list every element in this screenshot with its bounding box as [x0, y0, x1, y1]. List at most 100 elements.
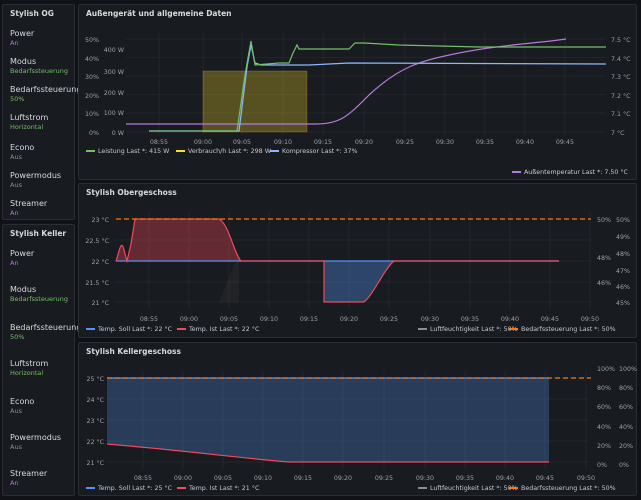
panel-stylish-keller: Stylish Keller Power An Modus Bedarfssteue…	[2, 224, 81, 496]
x-tick: 09:10	[260, 316, 278, 323]
chart-aussengeraet: 50% 40% 30% 20% 10% 0% 400 W 300 W 200 W…	[85, 33, 631, 176]
stat-power: Power An	[10, 29, 35, 47]
x-tick: 09:25	[380, 316, 398, 323]
y-tick: 24 °C	[86, 396, 104, 404]
y-tick: 50%	[616, 217, 630, 224]
y-tick: 48%	[616, 251, 630, 258]
stat-powermodus: Powermodus Aus	[10, 433, 62, 451]
legend: Temp. Soll Last *: 22 °C Temp. Ist Last …	[86, 325, 616, 333]
legend-swatch	[177, 487, 186, 489]
x-tick: 09:25	[396, 139, 414, 146]
y-tick: 0 W	[112, 130, 125, 137]
stat-modus: Modus Bedarfssteuerung	[10, 285, 69, 303]
y-tick: 45%	[616, 300, 630, 307]
y-tick: 7.3 °C	[611, 73, 631, 81]
x-tick: 09:25	[375, 475, 393, 482]
stat-econo: Econo Aus	[10, 397, 35, 415]
stat-luftstrom: Luftstrom Horizontal	[10, 113, 49, 131]
series-temp-ist-area	[116, 219, 241, 261]
y-tick: 200 W	[104, 90, 125, 97]
y-tick: 50%	[597, 217, 611, 224]
panel-title: Stylish Keller	[10, 229, 67, 238]
legend-verbrauch: Verbrauch/h Last *: 298 W	[188, 148, 272, 155]
chart-kellergeschoss: 25 °C 24 °C 23 °C 22 °C 21 °C 100% 80% 6…	[86, 366, 637, 492]
y-tick: 48%	[597, 255, 611, 262]
x-tick: 09:15	[314, 139, 332, 146]
panel-title: Stylish Obergeschoss	[86, 188, 177, 197]
x-tick: 09:30	[416, 475, 434, 482]
panel-title: Stylish Kellergeschoss	[86, 347, 181, 356]
legend: Temp. Soll Last *: 25 °C Temp. Ist Last …	[86, 484, 616, 492]
x-tick: 09:15	[294, 475, 312, 482]
y-tick: 25 °C	[86, 375, 104, 383]
stat-econo: Econo Aus	[10, 143, 35, 161]
legend-luftfeuchtigkeit: Luftfeuchtigkeit Last *: 50%	[430, 326, 518, 333]
y-tick: 21 °C	[91, 299, 109, 307]
y-tick: 40%	[619, 424, 633, 431]
series-temp-ist	[115, 218, 559, 303]
legend: Leistung Last *: 415 W Verbrauch/h Last …	[86, 148, 629, 176]
x-tick: 09:30	[421, 316, 439, 323]
y-tick: 0%	[89, 130, 99, 137]
series-leistung	[149, 40, 606, 132]
stat-modus: Modus Bedarfssteuerung	[10, 57, 69, 75]
legend-temp-soll: Temp. Soll Last *: 22 °C	[97, 325, 173, 333]
y-tick: 23 °C	[91, 216, 109, 224]
x-tick: 09:20	[355, 139, 373, 146]
y-tick: 40%	[85, 56, 99, 63]
y-tick: 100%	[597, 366, 615, 373]
x-tick: 09:15	[300, 316, 318, 323]
y-tick: 23 °C	[86, 417, 104, 425]
legend-swatch	[509, 328, 518, 330]
stat-streamer: Streamer An	[10, 469, 48, 487]
stat-luftstrom: Luftstrom Horizontal	[10, 359, 49, 377]
x-tick: 09:10	[274, 139, 292, 146]
legend-swatch	[509, 487, 518, 489]
legend-aussentemperatur: Außentemperatur Last *: 7.50 °C	[524, 168, 629, 176]
x-tick: 09:50	[581, 316, 599, 323]
y-tick: 46%	[597, 280, 611, 287]
legend-swatch	[86, 487, 95, 489]
y-tick: 100 W	[104, 110, 125, 117]
y-tick: 40%	[597, 424, 611, 431]
y-tick: 49%	[616, 234, 630, 241]
y-tick: 21 °C	[86, 459, 104, 467]
x-tick: 09:10	[254, 475, 272, 482]
x-tick: 09:45	[541, 316, 559, 323]
y-tick: 20%	[619, 443, 633, 450]
y-tick: 80%	[619, 385, 633, 392]
legend-bedarfssteuerung: Bedarfssteuerung Last *: 50%	[521, 326, 616, 333]
y-tick: 20%	[597, 443, 611, 450]
y-tick: 0%	[597, 462, 607, 469]
legend-swatch	[176, 150, 185, 152]
panel-kellergeschoss: Stylish Kellergeschoss 25 °C 24 °C 23 °C…	[78, 342, 637, 496]
y-tick: 0%	[619, 462, 629, 469]
panel-stylish-og: Stylish OG Power An Modus Bedarfssteuerung…	[2, 4, 81, 220]
stat-streamer: Streamer An	[10, 199, 48, 217]
legend-temp-soll: Temp. Soll Last *: 25 °C	[97, 484, 173, 492]
y-tick: 30%	[85, 74, 99, 81]
x-tick: 09:05	[233, 139, 251, 146]
x-tick: 09:05	[214, 475, 232, 482]
x-tick: 09:35	[476, 139, 494, 146]
x-tick: 09:50	[577, 475, 595, 482]
panel-title: Außengerät und allgemeine Daten	[86, 9, 232, 18]
legend-swatch	[177, 328, 186, 330]
y-tick: 21.5 °C	[85, 279, 109, 287]
series-area	[107, 378, 549, 462]
x-tick: 09:35	[456, 475, 474, 482]
legend-swatch	[418, 487, 427, 489]
legend-swatch	[86, 150, 95, 152]
y-tick: 22.5 °C	[85, 237, 109, 245]
y-tick: 20%	[85, 93, 99, 100]
x-tick: 09:45	[536, 475, 554, 482]
series-temp-ist	[106, 443, 549, 463]
x-tick: 09:20	[340, 316, 358, 323]
legend-luftfeuchtigkeit: Luftfeuchtigkeit Last *: 50%	[430, 485, 518, 492]
x-tick: 09:35	[461, 316, 479, 323]
legend-leistung: Leistung Last *: 415 W	[98, 148, 170, 155]
stat-power: Power An	[10, 249, 35, 267]
x-tick: 09:05	[220, 316, 238, 323]
x-tick: 08:55	[140, 316, 158, 323]
y-tick: 60%	[597, 404, 611, 411]
